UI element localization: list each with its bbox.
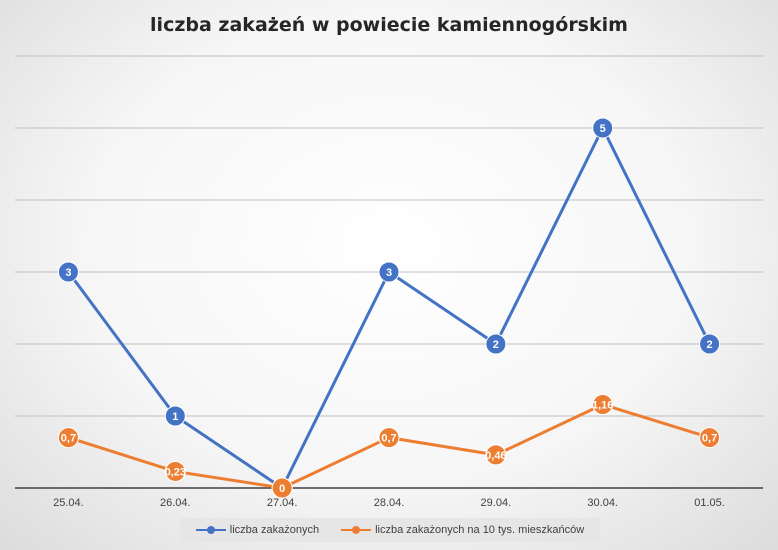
x-tick-label: 01.05. bbox=[694, 497, 725, 509]
chart-title: liczba zakażeń w powiecie kamiennogórski… bbox=[150, 14, 628, 36]
data-label: 2 bbox=[493, 339, 499, 351]
legend-label: liczba zakażonych bbox=[229, 524, 320, 536]
data-label: 0,23 bbox=[165, 466, 186, 478]
data-point bbox=[592, 117, 614, 139]
data-point bbox=[57, 427, 79, 449]
x-tick-label: 29.04. bbox=[481, 497, 512, 509]
data-point bbox=[164, 405, 186, 427]
x-tick-label: 27.04. bbox=[267, 497, 298, 509]
data-label: 0,7 bbox=[702, 433, 717, 445]
data-label: 5 bbox=[600, 123, 606, 135]
x-tick-label: 30.04. bbox=[587, 497, 618, 509]
legend-item-series-2: liczba zakażonych na 10 tys. mieszkańców bbox=[341, 524, 584, 536]
data-label: 0,7 bbox=[61, 433, 76, 445]
x-tick-label: 26.04. bbox=[160, 497, 191, 509]
data-point bbox=[378, 427, 400, 449]
legend-label: liczba zakażonych na 10 tys. mieszkańców bbox=[375, 524, 585, 536]
legend-item-series-1: liczba zakażonych bbox=[195, 524, 320, 536]
data-point bbox=[699, 427, 721, 449]
data-label: 1,16 bbox=[592, 399, 613, 411]
data-label: 0,7 bbox=[381, 433, 396, 445]
legend-swatch-orange bbox=[341, 525, 372, 535]
data-point bbox=[378, 261, 400, 283]
data-label: 0,46 bbox=[485, 450, 506, 462]
legend-swatch-blue bbox=[195, 525, 226, 535]
data-point bbox=[485, 444, 507, 466]
x-tick-label: 25.04. bbox=[53, 497, 84, 509]
x-tick-label: 28.04. bbox=[374, 497, 405, 509]
data-point bbox=[164, 460, 186, 482]
data-point bbox=[592, 393, 614, 415]
data-point bbox=[271, 477, 293, 499]
data-point bbox=[57, 261, 79, 283]
data-point bbox=[699, 333, 721, 355]
legend: liczba zakażonych liczba zakażonych na 1… bbox=[180, 518, 600, 542]
data-label: 0 bbox=[279, 483, 285, 495]
data-label: 1 bbox=[172, 411, 178, 423]
data-label: 3 bbox=[386, 267, 392, 279]
data-label: 2 bbox=[707, 339, 713, 351]
line-chart: 25.04. 26.04. 27.04. 28.04. 29.04. 30.04. 01.0… bbox=[15, 55, 763, 509]
data-point bbox=[485, 333, 507, 355]
data-label: 3 bbox=[65, 267, 71, 279]
